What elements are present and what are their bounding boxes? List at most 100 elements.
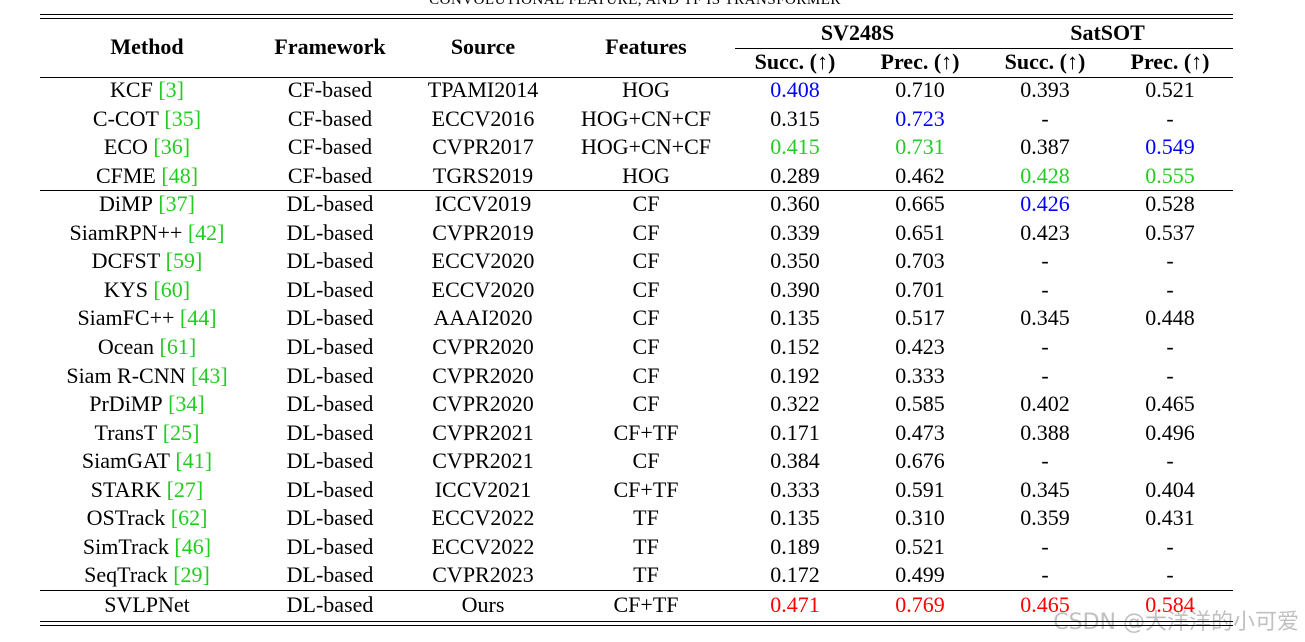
score-cell: 0.315 [770,105,820,131]
method-cell: SiamGAT [41] [82,450,212,472]
framework-cell: DL-based [286,591,374,617]
method-cell: SiamRPN++ [42] [69,219,225,245]
source-cell: CVPR2017 [432,134,534,160]
score-cell: 0.584 [1145,591,1195,617]
features-cell: HOG [622,162,670,188]
score-cell: 0.350 [770,248,820,274]
score-cell: 0.135 [770,505,820,531]
method-cell: DCFST [59] [92,250,203,272]
features-cell: TF [633,505,659,531]
source-cell: CVPR2020 [432,362,534,388]
column-header: Features [605,34,687,59]
score-cell: 0.289 [770,162,820,188]
method-name: DCFST [91,248,161,274]
citation[interactable]: [48] [161,162,199,188]
score-cell: 0.333 [895,362,945,388]
watermark: CSDN @大洋洋的小可爱 [1053,610,1299,635]
method-cell: SVLPNet [104,593,190,616]
citation[interactable]: [59] [165,248,203,274]
method-name: C-COT [92,105,159,131]
score-cell: - [1166,248,1174,274]
citation[interactable]: [61] [159,333,197,359]
score-cell: - [1166,562,1174,588]
citation[interactable]: [3] [158,77,184,102]
score-cell: 0.496 [1145,419,1195,445]
citation[interactable]: [43] [191,362,228,388]
features-cell: CF [632,191,660,217]
score-cell: - [1041,248,1049,274]
framework-cell: DL-based [286,476,374,502]
score-cell: - [1041,533,1049,559]
citation[interactable]: [60] [153,276,191,302]
metric-header: Succ. (↑) [754,49,836,74]
metric-header: Prec. (↑) [1130,49,1210,74]
score-cell: 0.537 [1145,219,1195,245]
score-cell: 0.423 [1020,219,1070,245]
score-cell: 0.393 [1020,77,1070,102]
score-cell: 0.423 [895,333,945,359]
citation[interactable]: [41] [175,448,213,474]
citation[interactable]: [27] [166,476,204,502]
score-cell: 0.549 [1145,134,1195,160]
score-cell: 0.426 [1020,191,1070,217]
method-name: SiamRPN++ [69,219,183,245]
score-cell: 0.135 [770,305,820,331]
citation[interactable]: [29] [173,562,210,588]
method-cell: STARK [27] [91,476,204,502]
citation[interactable]: [42] [187,219,225,245]
score-cell: 0.359 [1020,505,1070,531]
method-name: Siam R-CNN [66,362,186,388]
source-cell: ECCV2020 [431,276,535,302]
score-cell: 0.388 [1020,419,1070,445]
framework-cell: DL-based [286,448,374,474]
features-cell: CF [632,305,660,331]
citation[interactable]: [37] [158,191,195,217]
source-cell: TPAMI2014 [427,77,539,102]
score-cell: 0.521 [895,533,945,559]
method-name: KCF [110,77,153,102]
framework-cell: DL-based [286,305,374,331]
citation[interactable]: [44] [179,305,217,331]
header-rule [40,77,1233,78]
framework-cell: DL-based [286,562,374,588]
features-cell: CF [632,448,660,474]
score-cell: 0.465 [1145,391,1195,417]
citation[interactable]: [62] [170,505,208,531]
score-cell: 0.769 [895,591,945,617]
method-name: TransT [94,419,158,445]
score-cell: 0.192 [770,362,820,388]
citation[interactable]: [36] [153,134,191,160]
score-cell: 0.528 [1145,191,1195,217]
source-cell: Ours [461,591,505,617]
score-cell: - [1041,333,1049,359]
score-cell: 0.499 [895,562,945,588]
score-cell: 0.345 [1020,305,1070,331]
score-cell: 0.384 [770,448,820,474]
features-cell: TF [633,562,659,588]
score-cell: 0.404 [1145,476,1195,502]
citation[interactable]: [46] [174,533,212,559]
source-cell: CVPR2019 [432,219,534,245]
citation[interactable]: [35] [164,105,202,131]
features-cell: TF [633,533,659,559]
method-cell: OSTrack [62] [87,507,208,529]
framework-cell: DL-based [286,533,374,559]
method-cell: SimTrack [46] [83,533,212,559]
method-cell: KCF [3] [110,79,184,101]
score-cell: - [1041,448,1049,474]
score-cell: - [1041,562,1049,588]
score-cell: 0.471 [770,591,820,617]
score-cell: 0.665 [895,191,945,217]
score-cell: 0.360 [770,191,820,217]
method-name: DiMP [99,191,153,217]
framework-cell: DL-based [286,248,374,274]
score-cell: 0.710 [895,77,945,102]
score-cell: 0.703 [895,248,945,274]
column-header: Framework [274,34,386,59]
citation[interactable]: [34] [168,391,205,417]
method-cell: DiMP [37] [99,193,195,215]
method-name: Ocean [97,333,155,359]
method-cell: Siam R-CNN [43] [66,362,228,388]
citation[interactable]: [25] [162,419,200,445]
framework-cell: DL-based [286,391,374,417]
